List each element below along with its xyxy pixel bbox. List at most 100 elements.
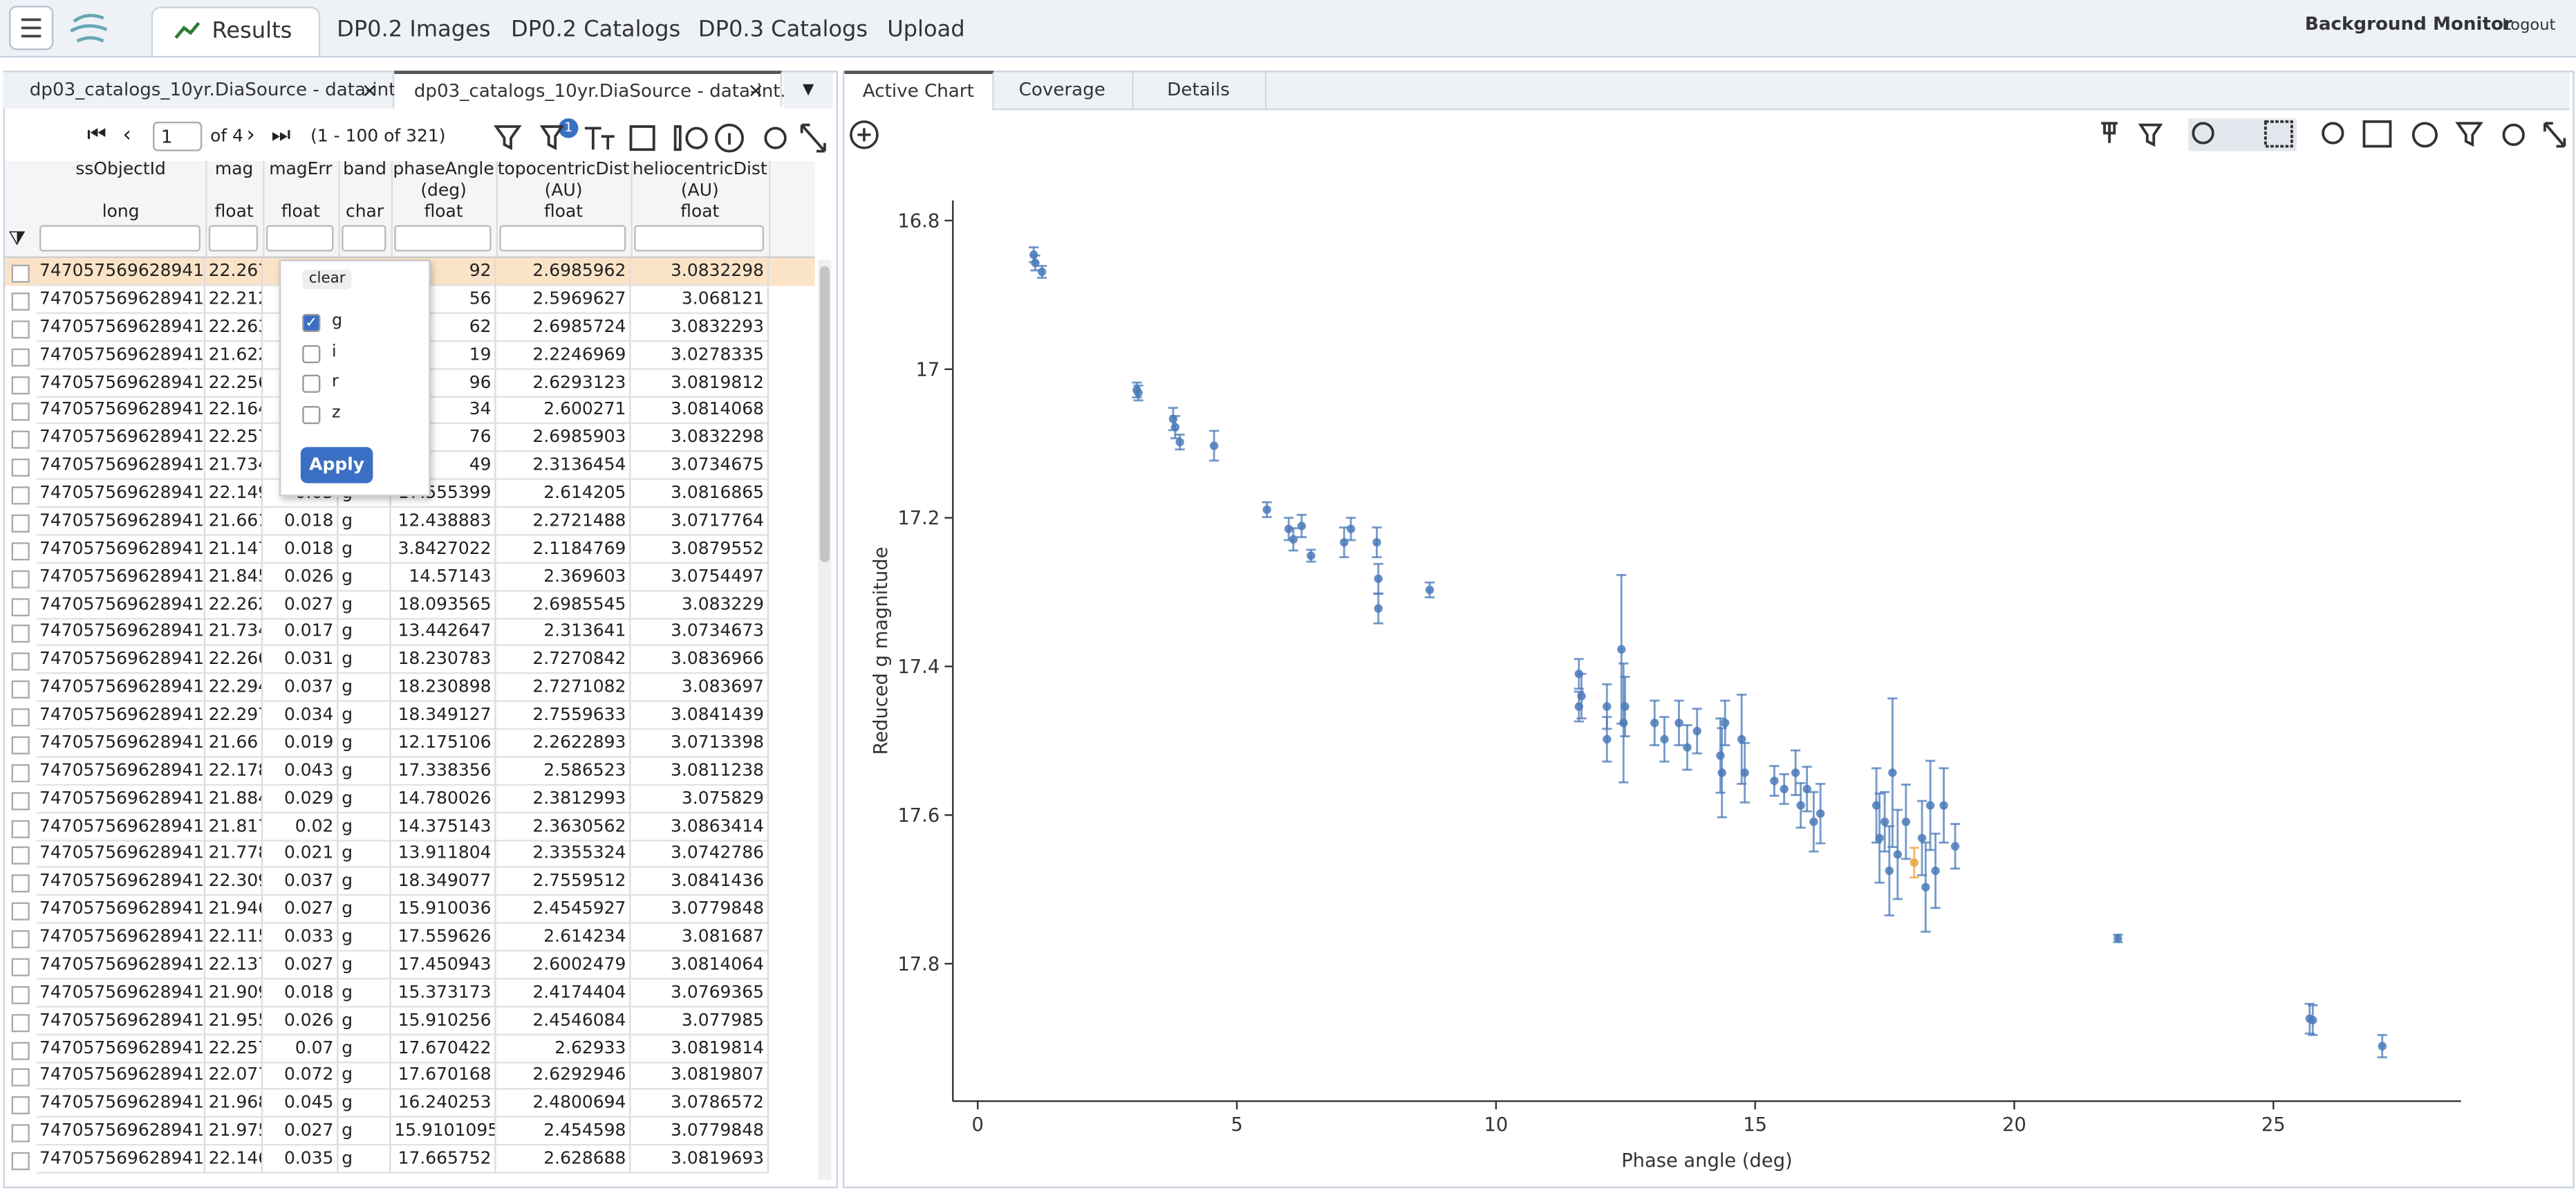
row-checkbox[interactable] — [11, 292, 30, 311]
table-cell: g — [338, 618, 391, 647]
row-checkbox[interactable] — [11, 264, 30, 283]
tab-close[interactable]: × — [361, 79, 378, 102]
table-tab-active[interactable]: dp03_catalogs_10yr.DiaSource - data-int.… — [394, 71, 818, 107]
table-cell: 17.665752 — [391, 1145, 496, 1174]
option-checkbox[interactable]: ✓ — [302, 313, 321, 333]
clear-button[interactable]: clear — [302, 269, 353, 290]
background-monitor[interactable]: Background Monitor — [2304, 13, 2512, 35]
row-checkbox[interactable] — [11, 542, 30, 560]
row-checkbox[interactable] — [11, 958, 30, 977]
table-cell: 21.66 — [205, 729, 263, 758]
nav-tab[interactable]: DP0.2 Images — [337, 16, 491, 43]
table-cell: 7470575696289418102 — [36, 674, 206, 702]
row-checkbox[interactable] — [11, 1124, 30, 1143]
column-type: char — [345, 202, 384, 222]
column-divider — [631, 160, 633, 257]
row-checkbox[interactable] — [11, 320, 30, 338]
row-checkbox[interactable] — [11, 736, 30, 755]
column-filter[interactable] — [634, 225, 764, 252]
table-cell: 0.037 — [263, 868, 339, 896]
row-checkbox[interactable] — [11, 652, 30, 672]
data-point — [1134, 389, 1143, 398]
nav-tab[interactable]: Upload — [887, 16, 965, 43]
row-checkbox[interactable] — [11, 1152, 30, 1170]
y-tick-label: 17 — [915, 359, 940, 380]
table-cell: g — [338, 535, 391, 564]
chart-tab[interactable]: Details — [1132, 72, 1267, 109]
table-cell: 2.5969627 — [496, 286, 631, 314]
row-checkbox[interactable] — [11, 874, 30, 893]
column-filter[interactable] — [208, 225, 259, 252]
row-checkbox[interactable] — [11, 681, 30, 699]
column-header[interactable]: ssObjectId — [75, 159, 166, 180]
table-cell: 2.614234 — [496, 923, 631, 952]
nav-tab[interactable]: DP0.3 Catalogs — [698, 16, 868, 43]
table-cell: 17.450943 — [391, 951, 496, 979]
table-tab[interactable]: dp03_catalogs_10yr.DiaSource - data-int.… — [3, 72, 433, 109]
table-cell: 21.955 — [205, 1006, 263, 1035]
column-header[interactable]: band — [343, 159, 386, 180]
column-filter[interactable] — [394, 225, 492, 252]
row-checkbox[interactable] — [11, 1041, 30, 1060]
table-cell: 22.146 — [205, 1145, 263, 1174]
row-checkbox[interactable] — [11, 986, 30, 1004]
tab-close[interactable]: × — [747, 79, 765, 102]
column-filter[interactable] — [265, 225, 334, 252]
option-checkbox[interactable] — [302, 374, 321, 393]
table-cell: 21.884 — [205, 784, 263, 813]
column-filter[interactable] — [39, 225, 200, 252]
option-checkbox[interactable] — [302, 405, 321, 423]
row-checkbox[interactable] — [11, 597, 30, 616]
chart-tab[interactable]: Active Chart — [844, 71, 994, 111]
row-checkbox[interactable] — [11, 625, 30, 644]
row-checkbox[interactable] — [11, 708, 30, 727]
row-checkbox[interactable] — [11, 514, 30, 533]
row-checkbox[interactable] — [11, 347, 30, 367]
pager-nav[interactable]: ›⏭ — [246, 123, 308, 148]
column-header[interactable]: magErr — [269, 159, 333, 180]
column-header[interactable]: mag — [214, 159, 254, 180]
table-cell: 17.670422 — [391, 1034, 496, 1063]
row-checkbox[interactable] — [11, 791, 30, 810]
row-checkbox[interactable] — [11, 486, 30, 505]
tab-menu[interactable]: ▼ — [783, 72, 833, 109]
table-cell: 18.093565 — [391, 591, 496, 619]
row-checkbox[interactable] — [11, 819, 30, 838]
row-checkbox[interactable] — [11, 1096, 30, 1115]
logout[interactable]: Logout — [2502, 16, 2556, 35]
table-cell: 2.628688 — [496, 1145, 631, 1174]
row-checkbox[interactable] — [11, 847, 30, 865]
apply-button[interactable]: Apply — [300, 447, 373, 483]
nav-tab[interactable]: DP0.2 Catalogs — [511, 16, 681, 43]
row-checkbox[interactable] — [11, 930, 30, 949]
table-cell: 14.780026 — [391, 784, 496, 813]
row-checkbox[interactable] — [11, 902, 30, 921]
data-point — [1880, 817, 1889, 827]
data-point — [1721, 719, 1730, 728]
data-point — [1888, 768, 1897, 777]
row-checkbox[interactable] — [11, 431, 30, 450]
page-input[interactable]: 1 — [152, 121, 203, 151]
table-cell: 22.294 — [205, 674, 263, 702]
pager-nav[interactable]: ⏮‹ — [86, 123, 148, 148]
row-checkbox[interactable] — [11, 1013, 30, 1032]
row-checkbox[interactable] — [11, 1069, 30, 1087]
table-cell: 7470575696289418102 — [36, 646, 206, 674]
row-checkbox[interactable] — [11, 569, 30, 588]
column-filter[interactable] — [499, 225, 626, 252]
row-checkbox[interactable] — [11, 403, 30, 422]
table-cell: 7470575696289418102 — [36, 1034, 206, 1063]
row-checkbox[interactable] — [11, 459, 30, 477]
column-filter[interactable] — [342, 225, 386, 252]
table-cell: 34 — [391, 396, 496, 425]
scrollbar-thumb[interactable] — [819, 266, 830, 562]
table-cell: 0.037 — [263, 674, 339, 702]
filter-icon[interactable]: ⧩ — [8, 226, 26, 250]
chart-tab[interactable]: Coverage — [992, 72, 1134, 109]
column-header[interactable]: phaseAngle — [393, 159, 494, 180]
option-checkbox[interactable] — [302, 344, 321, 362]
column-header[interactable]: heliocentricDist — [632, 159, 767, 180]
column-header[interactable]: topocentricDist — [497, 159, 630, 180]
row-checkbox[interactable] — [11, 764, 30, 782]
row-checkbox[interactable] — [11, 375, 30, 394]
